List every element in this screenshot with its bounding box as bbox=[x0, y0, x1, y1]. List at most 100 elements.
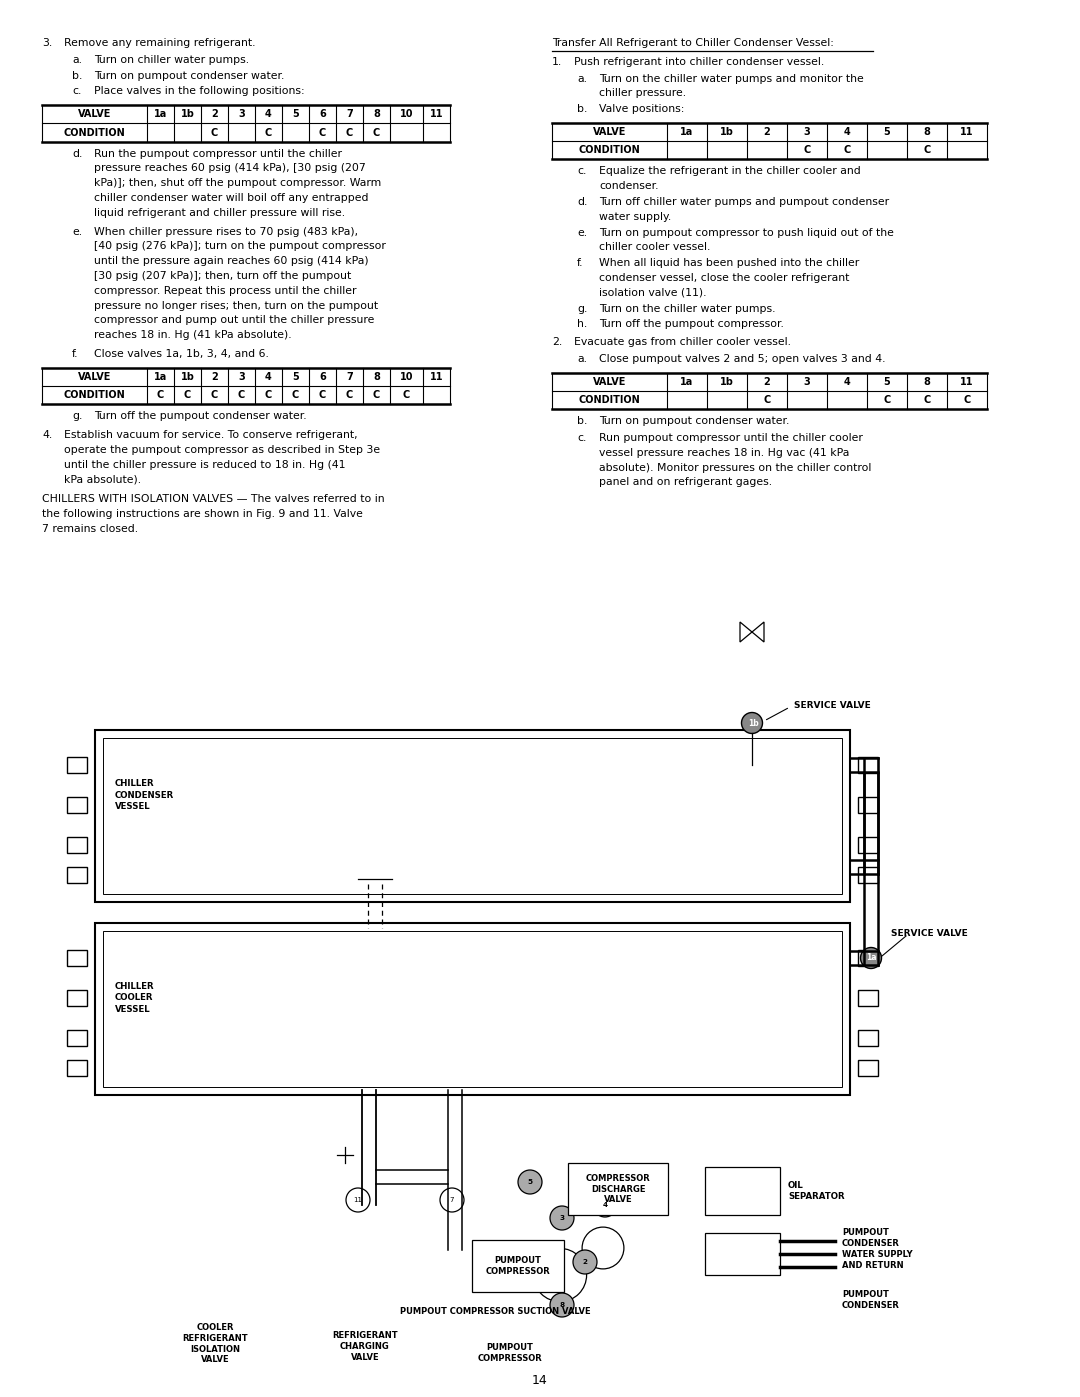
Circle shape bbox=[582, 1227, 624, 1268]
Text: Turn off the pumpout compressor.: Turn off the pumpout compressor. bbox=[599, 320, 784, 330]
Text: 11: 11 bbox=[430, 372, 443, 381]
Text: Run pumpout compressor until the chiller cooler: Run pumpout compressor until the chiller… bbox=[599, 433, 863, 443]
Text: Establish vacuum for service. To conserve refrigerant,: Establish vacuum for service. To conserv… bbox=[64, 430, 357, 440]
Text: 1a: 1a bbox=[680, 127, 693, 137]
Text: C: C bbox=[804, 145, 811, 155]
Text: c.: c. bbox=[577, 433, 586, 443]
Text: isolation valve (11).: isolation valve (11). bbox=[599, 288, 706, 298]
Circle shape bbox=[861, 947, 881, 968]
Bar bbox=[858, 757, 878, 773]
Text: e.: e. bbox=[577, 228, 588, 237]
Text: c.: c. bbox=[577, 166, 586, 176]
Text: COOLER
REFRIGERANT
ISOLATION
VALVE: COOLER REFRIGERANT ISOLATION VALVE bbox=[183, 1323, 247, 1365]
Text: 5: 5 bbox=[883, 377, 890, 387]
Text: 11: 11 bbox=[960, 127, 974, 137]
Text: panel and on refrigerant gages.: panel and on refrigerant gages. bbox=[599, 478, 772, 488]
Text: C: C bbox=[292, 390, 299, 400]
Circle shape bbox=[593, 1193, 617, 1217]
Text: C: C bbox=[319, 127, 326, 137]
Text: pressure no longer rises; then, turn on the pumpout: pressure no longer rises; then, turn on … bbox=[94, 300, 378, 310]
Text: VALVE: VALVE bbox=[593, 377, 626, 387]
Text: Turn on pumpout compressor to push liquid out of the: Turn on pumpout compressor to push liqui… bbox=[599, 228, 894, 237]
Text: 7: 7 bbox=[346, 372, 353, 381]
Text: VALVE: VALVE bbox=[593, 127, 626, 137]
Text: compressor. Repeat this process until the chiller: compressor. Repeat this process until th… bbox=[94, 286, 356, 296]
Text: C: C bbox=[346, 127, 353, 137]
Text: C: C bbox=[184, 390, 191, 400]
Text: 8: 8 bbox=[373, 372, 380, 381]
Bar bbox=[67, 868, 87, 883]
Text: Turn off chiller water pumps and pumpout condenser: Turn off chiller water pumps and pumpout… bbox=[599, 197, 889, 207]
Text: 2: 2 bbox=[764, 377, 770, 387]
Circle shape bbox=[742, 712, 762, 733]
Text: 1.: 1. bbox=[552, 57, 563, 67]
Text: C: C bbox=[157, 390, 164, 400]
Text: 2: 2 bbox=[582, 1259, 588, 1266]
Text: 4: 4 bbox=[265, 372, 272, 381]
Text: 1a: 1a bbox=[153, 109, 167, 119]
Text: 7: 7 bbox=[346, 109, 353, 119]
Text: b.: b. bbox=[577, 105, 588, 115]
Text: b.: b. bbox=[577, 416, 588, 426]
Text: 3: 3 bbox=[804, 377, 810, 387]
Text: CHILLER
COOLER
VESSEL: CHILLER COOLER VESSEL bbox=[114, 982, 154, 1014]
Text: 2: 2 bbox=[211, 109, 218, 119]
Text: C: C bbox=[238, 390, 245, 400]
Text: f.: f. bbox=[577, 258, 583, 268]
Circle shape bbox=[550, 1294, 573, 1317]
Text: C: C bbox=[764, 395, 771, 405]
Text: REFRIGERANT
CHARGING
VALVE: REFRIGERANT CHARGING VALVE bbox=[333, 1331, 397, 1362]
Text: C: C bbox=[923, 395, 931, 405]
Text: 11: 11 bbox=[960, 377, 974, 387]
Text: 8: 8 bbox=[373, 109, 380, 119]
Text: 10: 10 bbox=[400, 372, 414, 381]
Bar bbox=[858, 798, 878, 813]
Bar bbox=[858, 868, 878, 883]
Text: the following instructions are shown in Fig. 9 and 11. Valve: the following instructions are shown in … bbox=[42, 509, 363, 520]
Text: pressure reaches 60 psig (414 kPa), [30 psig (207: pressure reaches 60 psig (414 kPa), [30 … bbox=[94, 163, 366, 173]
Text: kPa absolute).: kPa absolute). bbox=[64, 475, 141, 485]
Text: CHILLER
CONDENSER
VESSEL: CHILLER CONDENSER VESSEL bbox=[114, 780, 174, 810]
Text: a.: a. bbox=[577, 353, 588, 365]
Text: When chiller pressure rises to 70 psig (483 kPa),: When chiller pressure rises to 70 psig (… bbox=[94, 226, 359, 236]
Text: a.: a. bbox=[577, 74, 588, 84]
Text: C: C bbox=[923, 145, 931, 155]
Text: 14: 14 bbox=[532, 1373, 548, 1386]
Text: C: C bbox=[403, 390, 410, 400]
Text: Run the pumpout compressor until the chiller: Run the pumpout compressor until the chi… bbox=[94, 148, 342, 159]
Text: 11: 11 bbox=[430, 109, 443, 119]
Text: 4: 4 bbox=[843, 127, 850, 137]
Text: C: C bbox=[963, 395, 971, 405]
Text: C: C bbox=[883, 395, 891, 405]
Circle shape bbox=[573, 1250, 597, 1274]
Text: Equalize the refrigerant in the chiller cooler and: Equalize the refrigerant in the chiller … bbox=[599, 166, 861, 176]
Circle shape bbox=[550, 1206, 573, 1229]
Text: CHILLERS WITH ISOLATION VALVES — The valves referred to in: CHILLERS WITH ISOLATION VALVES — The val… bbox=[42, 495, 384, 504]
Text: C: C bbox=[265, 127, 272, 137]
Text: chiller pressure.: chiller pressure. bbox=[599, 88, 686, 98]
Text: f.: f. bbox=[72, 349, 79, 359]
Text: Turn off the pumpout condenser water.: Turn off the pumpout condenser water. bbox=[94, 411, 307, 422]
Bar bbox=[858, 837, 878, 854]
Text: C: C bbox=[373, 390, 380, 400]
Text: g.: g. bbox=[577, 303, 588, 313]
Text: 6: 6 bbox=[319, 372, 326, 381]
Text: 3.: 3. bbox=[42, 38, 52, 47]
Text: 1a: 1a bbox=[866, 954, 876, 963]
Text: chiller condenser water will boil off any entrapped: chiller condenser water will boil off an… bbox=[94, 193, 368, 203]
Text: Evacuate gas from chiller cooler vessel.: Evacuate gas from chiller cooler vessel. bbox=[573, 337, 791, 348]
Text: CONDITION: CONDITION bbox=[579, 145, 640, 155]
Text: reaches 18 in. Hg (41 kPa absolute).: reaches 18 in. Hg (41 kPa absolute). bbox=[94, 330, 292, 341]
Text: d.: d. bbox=[72, 148, 82, 159]
Text: 2.: 2. bbox=[552, 337, 563, 348]
Text: b.: b. bbox=[72, 71, 82, 81]
Text: condenser.: condenser. bbox=[599, 182, 659, 191]
Text: h.: h. bbox=[577, 320, 588, 330]
Text: CONDITION: CONDITION bbox=[579, 395, 640, 405]
Text: 7 remains closed.: 7 remains closed. bbox=[42, 524, 138, 534]
Text: CONDITION: CONDITION bbox=[64, 127, 125, 137]
Text: Turn on the chiller water pumps.: Turn on the chiller water pumps. bbox=[599, 303, 775, 313]
Text: 4.: 4. bbox=[42, 430, 52, 440]
Text: chiller cooler vessel.: chiller cooler vessel. bbox=[599, 243, 711, 253]
Text: PUMPOUT
CONDENSER
WATER SUPPLY
AND RETURN: PUMPOUT CONDENSER WATER SUPPLY AND RETUR… bbox=[842, 1228, 913, 1270]
